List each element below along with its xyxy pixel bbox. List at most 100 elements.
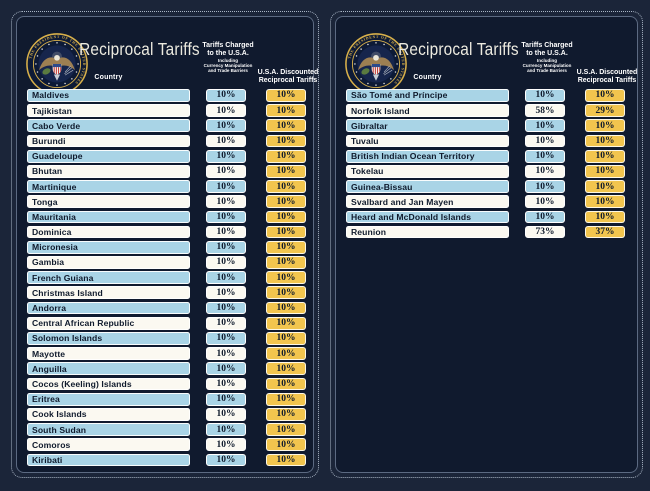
column-header-charged: Tariffs Charged to the U.S.A. Including …	[507, 42, 587, 73]
charged-cell: 58%	[525, 104, 565, 117]
discounted-cell: 10%	[266, 225, 306, 239]
charged-cell: 10%	[206, 134, 246, 148]
country-cell: Burundi	[27, 134, 190, 148]
charged-cell: 10%	[206, 180, 246, 193]
table-row: Mauritania 10% 10%	[27, 210, 306, 224]
discounted-cell: 10%	[585, 164, 625, 178]
charged-cell: 10%	[206, 332, 246, 345]
discounted-cell: 10%	[266, 119, 306, 133]
discounted-cell: 37%	[585, 225, 625, 239]
table-row: Burundi 10% 10%	[27, 134, 306, 148]
country-cell: Gibraltar	[346, 119, 509, 133]
country-cell: Martinique	[27, 180, 190, 193]
discounted-cell: 10%	[585, 89, 625, 102]
discounted-label-line2: Reciprocal Tariffs	[577, 76, 637, 84]
country-cell: British Indian Ocean Territory	[346, 149, 509, 163]
column-header-discounted: U.S.A. Discounted Reciprocal Tariffs	[567, 69, 647, 84]
discounted-cell: 10%	[266, 256, 306, 269]
charged-cell: 73%	[525, 225, 565, 239]
table-row: Reunion 73% 37%	[346, 225, 625, 239]
charged-cell: 10%	[206, 286, 246, 300]
discounted-cell: 10%	[585, 180, 625, 193]
table-row: South Sudan 10% 10%	[27, 423, 306, 436]
charged-cell: 10%	[206, 438, 246, 452]
table-row: Tajikistan 10% 10%	[27, 104, 306, 117]
country-cell: Cook Islands	[27, 407, 190, 421]
table-row: Anguilla 10% 10%	[27, 362, 306, 376]
discounted-cell: 10%	[266, 392, 306, 406]
country-cell: Kiribati	[27, 453, 190, 467]
country-cell: Tajikistan	[27, 104, 190, 117]
page-title: Reciprocal Tariffs	[79, 39, 200, 59]
discounted-cell: 10%	[266, 438, 306, 452]
discounted-cell: 10%	[266, 347, 306, 360]
discounted-cell: 10%	[266, 149, 306, 163]
charged-cell: 10%	[206, 149, 246, 163]
charged-cell: 10%	[206, 89, 246, 102]
country-cell: French Guiana	[27, 271, 190, 285]
table-row: Micronesia 10% 10%	[27, 240, 306, 254]
column-header-country: Country	[413, 74, 442, 81]
table-row: Tuvalu 10% 10%	[346, 134, 625, 148]
charged-cell: 10%	[206, 225, 246, 239]
charged-sublabel-line1: Including	[537, 57, 557, 63]
discounted-cell: 10%	[266, 316, 306, 330]
table-row: Martinique 10% 10%	[27, 180, 306, 193]
table-row: Kiribati 10% 10%	[27, 453, 306, 467]
country-cell: São Tomé and Príncipe	[346, 89, 509, 102]
table-row: Gambia 10% 10%	[27, 256, 306, 269]
country-cell: Micronesia	[27, 240, 190, 254]
charged-cell: 10%	[525, 89, 565, 102]
charged-cell: 10%	[206, 240, 246, 254]
charged-label-line1: Tariffs Charged	[521, 42, 573, 49]
charged-cell: 10%	[206, 407, 246, 421]
table-row: São Tomé and Príncipe 10% 10%	[346, 89, 625, 102]
charged-cell: 10%	[206, 392, 246, 406]
tariff-panel-2: THE PRESIDENT OF THE UNITED STATES	[330, 11, 643, 478]
discounted-cell: 10%	[266, 362, 306, 376]
charged-cell: 10%	[206, 362, 246, 376]
country-cell: Cabo Verde	[27, 119, 190, 133]
table-row: French Guiana 10% 10%	[27, 271, 306, 285]
country-cell: Andorra	[27, 301, 190, 315]
country-cell: Comoros	[27, 438, 190, 452]
country-cell: Svalbard and Jan Mayen	[346, 195, 509, 209]
charged-sublabel-line2: Currency Manipulation	[522, 62, 572, 68]
column-header-charged: Tariffs Charged to the U.S.A. Including …	[188, 42, 268, 73]
discounted-cell: 10%	[585, 119, 625, 133]
table-row: Christmas Island 10% 10%	[27, 286, 306, 300]
charged-label-line2: to the U.S.A.	[207, 49, 249, 57]
table-row: Gibraltar 10% 10%	[346, 119, 625, 133]
table-row: Dominica 10% 10%	[27, 225, 306, 239]
discounted-cell: 29%	[585, 104, 625, 117]
country-cell: South Sudan	[27, 423, 190, 436]
charged-cell: 10%	[206, 104, 246, 117]
table-row: Solomon Islands 10% 10%	[27, 332, 306, 345]
table-row: Central African Republic 10% 10%	[27, 316, 306, 330]
discounted-cell: 10%	[266, 134, 306, 148]
discounted-cell: 10%	[266, 377, 306, 391]
country-cell: Dominica	[27, 225, 190, 239]
charged-cell: 10%	[525, 180, 565, 193]
discounted-cell: 10%	[266, 423, 306, 436]
discounted-cell: 10%	[266, 301, 306, 315]
discounted-cell: 10%	[266, 332, 306, 345]
presidential-seal-icon: THE PRESIDENT OF THE UNITED STATES	[26, 33, 88, 95]
discounted-cell: 10%	[266, 453, 306, 467]
discounted-cell: 10%	[266, 407, 306, 421]
table-row: Tonga 10% 10%	[27, 195, 306, 209]
table-row: Bhutan 10% 10%	[27, 164, 306, 178]
charged-cell: 10%	[525, 119, 565, 133]
table-row: Comoros 10% 10%	[27, 438, 306, 452]
charged-sublabel-line1: Including	[218, 57, 238, 63]
table-row: Andorra 10% 10%	[27, 301, 306, 315]
charged-cell: 10%	[525, 134, 565, 148]
discounted-cell: 10%	[585, 134, 625, 148]
charged-cell: 10%	[206, 195, 246, 209]
country-cell: Bhutan	[27, 164, 190, 178]
discounted-cell: 10%	[266, 104, 306, 117]
country-cell: Tokelau	[346, 164, 509, 178]
discounted-cell: 10%	[266, 180, 306, 193]
charged-cell: 10%	[206, 256, 246, 269]
country-cell: Mayotte	[27, 347, 190, 360]
